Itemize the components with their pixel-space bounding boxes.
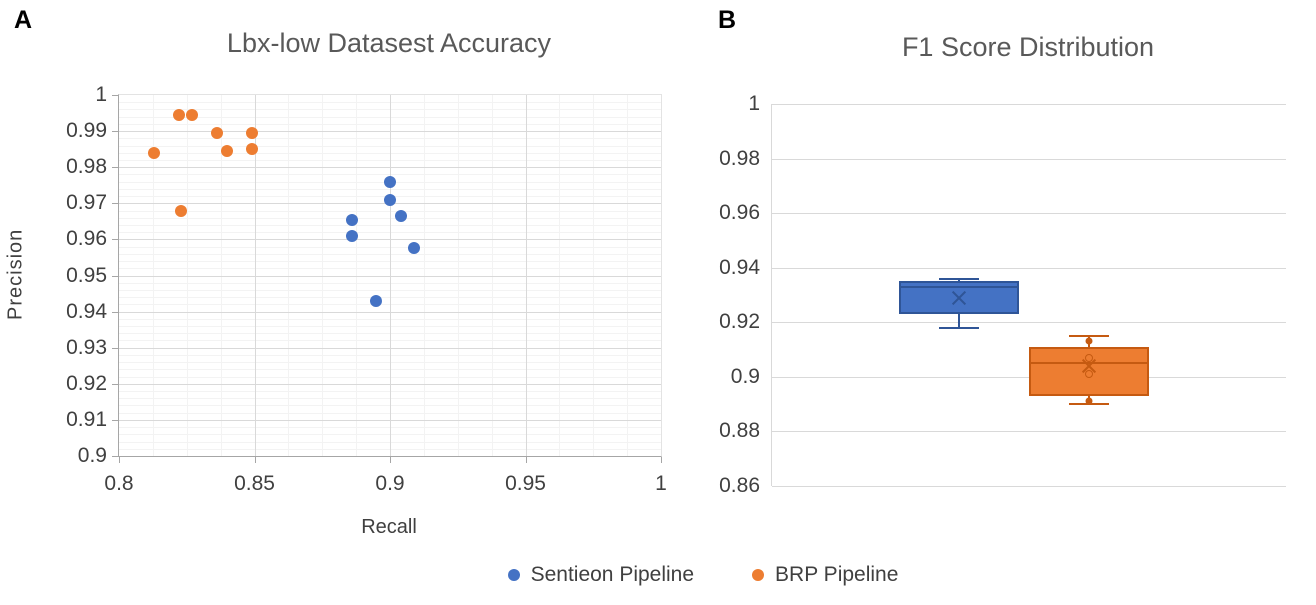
y-tick-mark [112,167,118,169]
y-tick-label: 0.9 [77,444,107,467]
y-tick-label: 0.96 [66,227,107,251]
legend-item-sentieon-pipeline: Sentieon Pipeline [507,563,695,587]
y-tick-mark [112,419,118,421]
scatter-point-sentieon-pipeline [394,209,407,222]
boxplot-plot-area: 1 0.98 0.96 0.94 0.92 0.9 0.88 0.86 [719,92,1286,497]
major-gridline-h [772,267,1286,269]
scatter-point-brp-pipeline [221,144,234,157]
data-point-circle [1085,353,1094,362]
y-tick-mark [112,95,118,96]
panel-a-letter: A [14,6,33,34]
y-tick-label: 0.97 [66,191,107,215]
median-line [901,285,1018,288]
y-tick-label: 0.94 [66,299,107,323]
major-gridline-v [254,95,256,456]
scatter-point-brp-pipeline [245,143,258,156]
y-tick-mark [112,203,118,205]
major-gridline-h [772,376,1286,378]
y-tick-label: 0.9 [730,364,760,388]
major-gridline-v [525,95,527,456]
scatter-x-axis-title: Recall [361,516,417,538]
y-tick-label: 0.98 [719,146,760,170]
y-tick-mark [112,456,118,457]
major-gridline-h [772,158,1286,160]
x-tick-label: 0.9 [375,472,405,495]
scatter-point-brp-pipeline [186,108,199,121]
chart-legend: Sentieon Pipeline BRP Pipeline [45,563,1316,587]
y-tick-label: 0.93 [66,335,107,359]
scatter-point-brp-pipeline [175,204,188,217]
x-tick-label: 0.85 [234,472,275,495]
x-tick-label: 0.8 [104,472,134,495]
scatter-point-sentieon-pipeline [408,242,421,255]
x-tick-label: 1 [655,472,667,495]
scatter-plot-area: 1 0.99 0.98 0.97 0.96 0.95 0.94 0.93 0.92 0.91 0.9… [66,83,667,495]
y-tick-mark [112,347,118,349]
legend-label: BRP Pipeline [775,563,899,586]
mean-marker [951,290,967,306]
y-tick-label: 0.96 [719,201,760,225]
major-gridline-h [772,104,1286,105]
whisker-upper-cap [1069,334,1110,337]
x-tick-mark [525,457,527,463]
major-gridline-h [772,213,1286,215]
y-tick-mark [112,311,118,313]
y-tick-mark [112,383,118,385]
x-tick-mark [254,457,256,463]
y-tick-label: 0.91 [66,407,107,431]
data-point-dot [1085,397,1093,405]
y-tick-label: 0.95 [66,263,107,287]
boxplot-chart-title: F1 Score Distribution [901,32,1155,62]
scatter-point-sentieon-pipeline [370,294,383,307]
y-tick-label: 0.92 [719,310,760,334]
y-tick-mark [112,275,118,277]
data-point-dot [1085,337,1093,345]
y-tick-label: 0.88 [719,419,760,443]
scatter-point-brp-pipeline [245,126,258,139]
scatter-point-sentieon-pipeline [384,175,396,188]
major-gridline-h [772,431,1286,433]
x-tick-mark [661,457,662,463]
y-tick-label: 1 [95,83,107,106]
whisker-upper-cap [939,277,980,280]
whisker-lower-cap [939,326,980,329]
major-gridline-v [390,95,391,456]
y-tick-label: 0.99 [66,119,107,143]
x-tick-mark [390,457,391,463]
y-tick-mark [112,131,118,133]
legend-dot [507,569,520,581]
scatter-point-sentieon-pipeline [346,213,359,226]
x-tick-label: 0.95 [505,472,546,495]
y-tick-label: 0.86 [719,474,760,497]
scatter-point-brp-pipeline [210,126,223,139]
y-tick-label: 1 [748,92,760,115]
major-gridline-h [772,322,1286,324]
major-gridline-h [772,486,1286,487]
scatter-point-sentieon-pipeline [346,229,359,242]
scatter-point-brp-pipeline [172,108,185,121]
legend-item-brp-pipeline: BRP Pipeline [752,563,898,587]
legend-dot [752,569,765,581]
data-point-circle [1085,370,1094,379]
scatter-point-brp-pipeline [148,146,161,159]
y-tick-label: 0.98 [66,155,107,179]
y-tick-label: 0.92 [66,371,107,395]
whisker-upper-line [958,278,961,282]
legend-label: Sentieon Pipeline [530,563,695,586]
scatter-point-sentieon-pipeline [384,193,396,206]
y-tick-label: 0.94 [719,255,760,279]
panel-b-letter: B [718,6,737,34]
whisker-lower-line [958,314,961,328]
scatter-y-axis-title: Precision [4,228,27,321]
scatter-chart-title: Lbx-low Datasest Accuracy [226,28,552,58]
y-tick-mark [112,239,118,241]
x-tick-mark [119,457,120,463]
